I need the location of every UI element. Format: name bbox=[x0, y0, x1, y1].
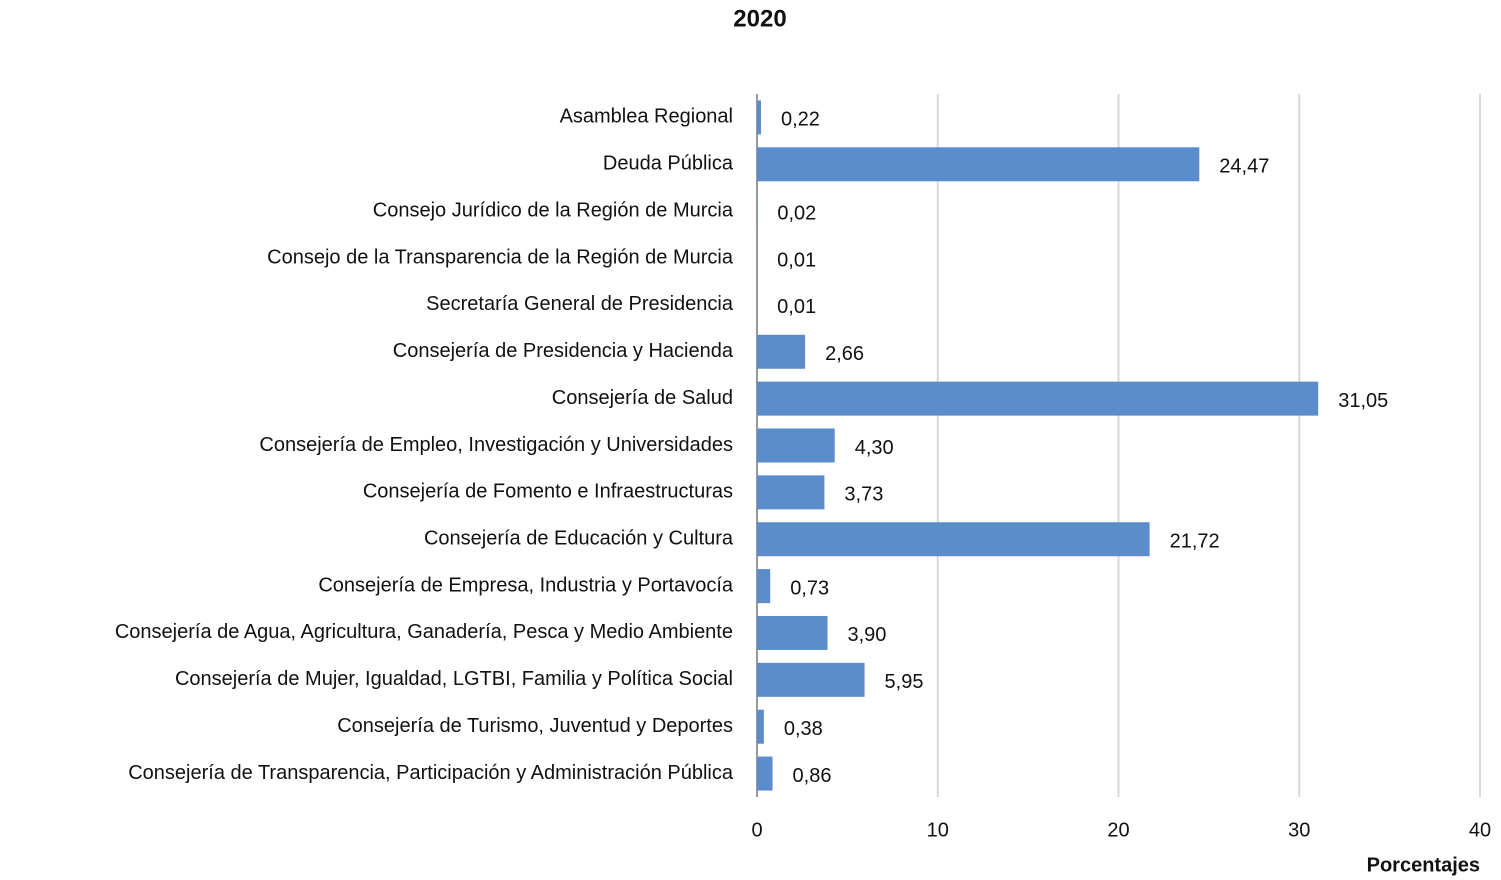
bar bbox=[757, 428, 835, 463]
bar bbox=[757, 475, 825, 510]
value-label: 21,72 bbox=[1170, 531, 1220, 553]
chart-title: 2020 bbox=[733, 5, 786, 32]
value-label: 0,22 bbox=[781, 109, 820, 131]
bar bbox=[757, 756, 773, 791]
bar bbox=[757, 522, 1150, 557]
bar bbox=[757, 381, 1319, 416]
value-label: 0,86 bbox=[793, 765, 832, 787]
y-tick-label: Consejería de Transparencia, Participaci… bbox=[128, 762, 734, 784]
bar bbox=[757, 662, 865, 697]
x-tick-label: 40 bbox=[1469, 819, 1491, 841]
value-label: 0,01 bbox=[777, 249, 816, 271]
y-tick-label: Consejería de Fomento e Infraestructuras bbox=[363, 481, 733, 503]
y-tick-label: Consejería de Turismo, Juventud y Deport… bbox=[337, 715, 733, 737]
value-label: 4,30 bbox=[855, 437, 894, 459]
value-label: 0,01 bbox=[777, 296, 816, 318]
x-tick-label: 20 bbox=[1107, 819, 1129, 841]
value-label: 3,73 bbox=[844, 484, 883, 506]
bar bbox=[757, 147, 1200, 182]
value-label: 0,38 bbox=[784, 718, 823, 740]
value-label: 24,47 bbox=[1219, 156, 1269, 178]
y-tick-label: Consejo de la Transparencia de la Región… bbox=[267, 246, 734, 268]
y-tick-label: Asamblea Regional bbox=[560, 106, 733, 128]
x-tick-label: 30 bbox=[1288, 819, 1310, 841]
y-tick-label: Consejería de Salud bbox=[552, 387, 733, 409]
y-tick-label: Consejería de Educación y Cultura bbox=[424, 528, 734, 550]
value-label: 5,95 bbox=[885, 671, 924, 693]
value-label: 2,66 bbox=[825, 343, 864, 365]
bar bbox=[757, 615, 828, 650]
y-tick-label: Consejería de Empresa, Industria y Porta… bbox=[318, 574, 734, 596]
y-tick-label: Consejería de Presidencia y Hacienda bbox=[393, 340, 734, 362]
bar bbox=[757, 100, 761, 135]
value-label: 0,02 bbox=[777, 202, 816, 224]
y-tick-label: Consejo Jurídico de la Región de Murcia bbox=[373, 199, 734, 221]
y-tick-label: Consejería de Agua, Agricultura, Ganader… bbox=[115, 621, 733, 643]
x-tick-label: 0 bbox=[751, 819, 762, 841]
x-tick-label: 10 bbox=[927, 819, 949, 841]
bar bbox=[757, 709, 764, 744]
y-tick-label: Consejería de Mujer, Igualdad, LGTBI, Fa… bbox=[175, 668, 733, 690]
value-label: 3,90 bbox=[847, 624, 886, 646]
x-axis-label: Porcentajes bbox=[1367, 854, 1480, 876]
bar bbox=[757, 334, 806, 369]
value-label: 31,05 bbox=[1338, 390, 1388, 412]
y-tick-label: Consejería de Empleo, Investigación y Un… bbox=[259, 434, 733, 456]
value-label: 0,73 bbox=[790, 577, 829, 599]
y-tick-label: Secretaría General de Presidencia bbox=[426, 293, 734, 315]
bar bbox=[757, 569, 771, 604]
y-tick-label: Deuda Pública bbox=[603, 153, 734, 175]
